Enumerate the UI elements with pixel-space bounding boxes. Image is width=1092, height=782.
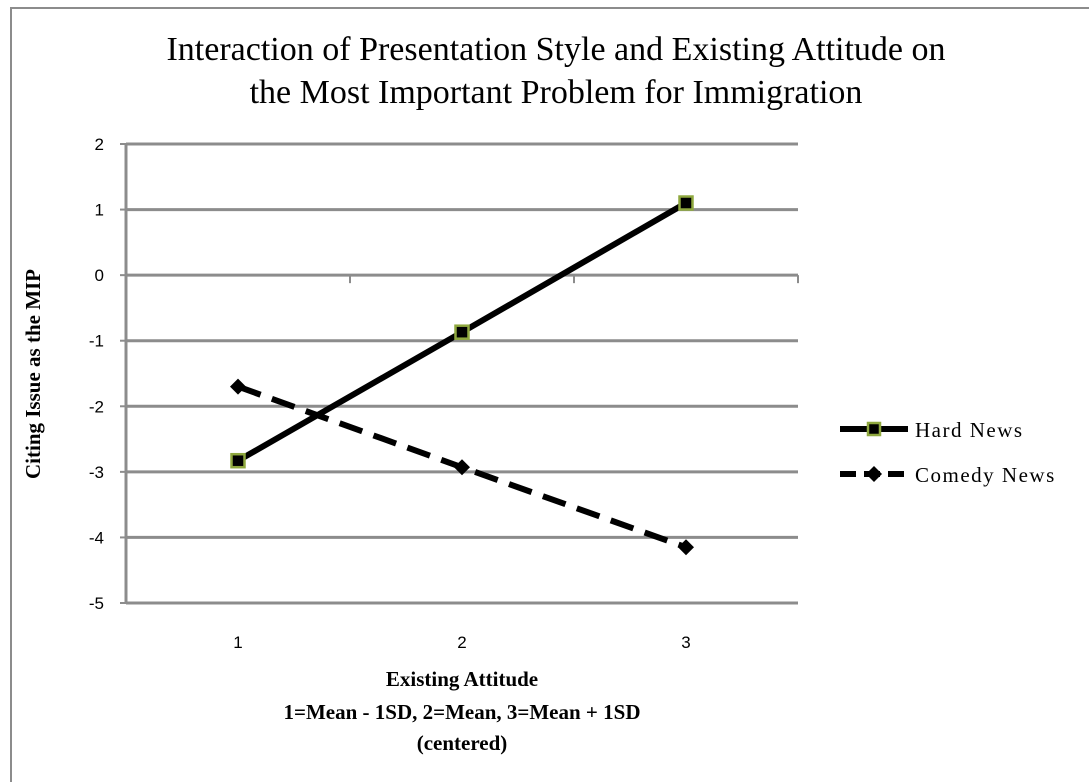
y-tick-label: -4: [89, 528, 104, 547]
data-point-hard-news: [678, 195, 694, 211]
legend-hard-news-marker: [866, 421, 882, 437]
legend-comedy-news-label: Comedy News: [915, 463, 1056, 487]
x-axis-label-line-1: Existing Attitude: [386, 667, 538, 691]
chart-frame: [10, 7, 1089, 782]
data-point-comedy-news: [454, 459, 470, 476]
x-tick-label: 2: [457, 633, 466, 652]
y-tick-label: -5: [89, 594, 104, 613]
y-tick-label: -1: [89, 332, 104, 351]
y-tick-labels: 2 1 0 -1 -2 -3 -4 -5: [89, 135, 104, 613]
y-tick-label: 2: [95, 135, 104, 154]
chart-title-line-2: the Most Important Problem for Immigrati…: [250, 74, 863, 111]
data-point-hard-news: [230, 452, 246, 469]
data-point-comedy-news: [678, 539, 694, 556]
series-lines: [230, 195, 694, 556]
legend: Hard News Comedy News: [840, 418, 1056, 487]
legend-comedy-news-marker: [866, 466, 882, 482]
x-axis-label-line-2: 1=Mean - 1SD, 2=Mean, 3=Mean + 1SD: [283, 700, 640, 724]
y-tick-label: -3: [89, 463, 104, 482]
x-tick-label: 3: [681, 633, 690, 652]
y-tick-label: 1: [95, 201, 104, 220]
y-tick-label: 0: [95, 266, 104, 285]
x-axis-label-line-3: (centered): [417, 731, 508, 755]
data-point-hard-news: [454, 324, 470, 340]
x-tick-label: 1: [233, 633, 242, 652]
data-point-comedy-news: [230, 378, 246, 395]
chart-title-line-1: Interaction of Presentation Style and Ex…: [166, 31, 945, 68]
gridlines: [120, 142, 799, 605]
legend-hard-news-label: Hard News: [915, 418, 1024, 442]
y-tick-label: -2: [89, 397, 104, 416]
y-axis-label: Citing Issue as the MIP: [21, 269, 45, 479]
x-tick-labels: 1 2 3: [233, 633, 690, 652]
